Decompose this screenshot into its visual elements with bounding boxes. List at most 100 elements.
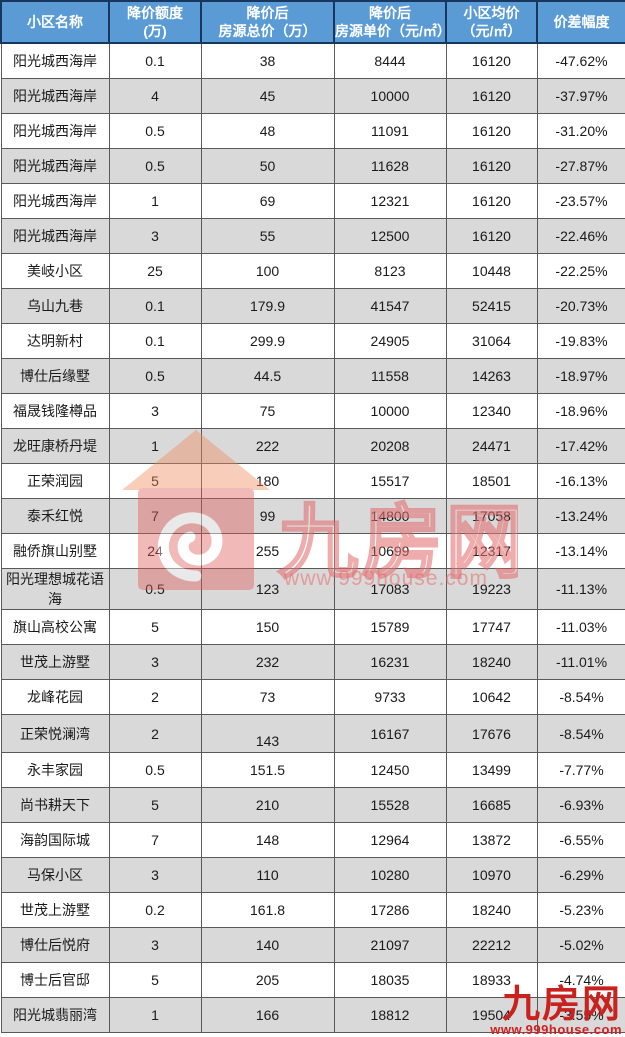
total-price-cell: 45 (200, 78, 335, 114)
price-gap-cell: -6.93% (536, 787, 625, 823)
price-gap-cell: -3.55% (536, 997, 625, 1033)
community-name-cell: 美岐小区 (0, 253, 110, 289)
avg-price-cell: 22212 (445, 927, 538, 963)
reduction-amount-cell: 3 (108, 644, 202, 680)
table-row: 阳光城翡丽湾 1 166 18812 19504 -3.55% (0, 997, 625, 1033)
community-name-cell: 旗山高校公寓 (0, 609, 110, 645)
total-price-cell: 69 (200, 183, 335, 219)
total-price-cell: 232 (200, 644, 335, 680)
reduction-amount-cell: 1 (108, 183, 202, 219)
avg-price-cell: 31064 (445, 323, 538, 359)
community-name-cell: 马保小区 (0, 857, 110, 893)
community-name-cell: 博仕后缘墅 (0, 358, 110, 394)
unit-price-cell: 12450 (333, 752, 447, 788)
total-price-cell: 44.5 (200, 358, 335, 394)
avg-price-cell: 17676 (445, 714, 538, 753)
avg-price-cell: 13499 (445, 752, 538, 788)
price-gap-cell: -8.54% (536, 714, 625, 753)
reduction-amount-cell: 0.2 (108, 892, 202, 928)
price-gap-cell: -19.83% (536, 323, 625, 359)
table-row: 正荣润园 5 180 15517 18501 -16.13% (0, 463, 625, 499)
total-price-cell: 255 (200, 533, 335, 569)
unit-price-cell: 11091 (333, 113, 447, 149)
avg-price-cell: 18240 (445, 892, 538, 928)
avg-price-cell: 10970 (445, 857, 538, 893)
reduction-amount-cell: 5 (108, 962, 202, 998)
total-price-cell: 123 (200, 568, 335, 610)
reduction-amount-cell: 0.5 (108, 752, 202, 788)
price-gap-cell: -5.02% (536, 927, 625, 963)
community-name-cell: 阳光城西海岸 (0, 78, 110, 114)
reduction-amount-cell: 1 (108, 997, 202, 1033)
price-gap-cell: -22.46% (536, 218, 625, 254)
table-row: 世茂上游墅 0.2 161.8 17286 18240 -5.23% (0, 892, 625, 928)
total-price-cell: 150 (200, 609, 335, 645)
reduction-amount-cell: 3 (108, 857, 202, 893)
reduction-amount-cell: 25 (108, 253, 202, 289)
price-gap-cell: -6.29% (536, 857, 625, 893)
community-name-cell: 福晟钱隆樽品 (0, 393, 110, 429)
table-row: 海韵国际城 7 148 12964 13872 -6.55% (0, 822, 625, 858)
community-name-cell: 正荣润园 (0, 463, 110, 499)
total-price-cell: 99 (200, 498, 335, 534)
avg-price-cell: 16120 (445, 42, 538, 79)
unit-price-cell: 10000 (333, 78, 447, 114)
total-price-cell: 50 (200, 148, 335, 184)
reduction-amount-cell: 0.1 (108, 288, 202, 324)
table-row: 融侨旗山别墅 24 255 10699 12317 -13.14% (0, 533, 625, 569)
table-row: 阳光城西海岸 1 69 12321 16120 -23.57% (0, 183, 625, 219)
unit-price-cell: 11628 (333, 148, 447, 184)
table-row: 博仕后悦府 3 140 21097 22212 -5.02% (0, 927, 625, 963)
table-row: 旗山高校公寓 5 150 15789 17747 -11.03% (0, 609, 625, 645)
community-name-cell: 阳光城西海岸 (0, 148, 110, 184)
total-price-cell: 143 (200, 714, 335, 753)
total-price-cell: 48 (200, 113, 335, 149)
reduction-amount-cell: 3 (108, 393, 202, 429)
table-row: 阳光城西海岸 0.1 38 8444 16120 -47.62% (0, 42, 625, 79)
price-gap-cell: -13.14% (536, 533, 625, 569)
reduction-amount-cell: 0.5 (108, 148, 202, 184)
total-price-cell: 73 (200, 679, 335, 715)
avg-price-cell: 10642 (445, 679, 538, 715)
avg-price-cell: 24471 (445, 428, 538, 464)
unit-price-cell: 11558 (333, 358, 447, 394)
community-name-cell: 海韵国际城 (0, 822, 110, 858)
community-name-cell: 龙旺康桥丹堤 (0, 428, 110, 464)
table-row: 博士后官邸 5 205 18035 18933 -4.74% (0, 962, 625, 998)
col-header-price-gap: 价差幅度 (536, 0, 625, 44)
total-price-cell: 161.8 (200, 892, 335, 928)
unit-price-cell: 15789 (333, 609, 447, 645)
price-gap-cell: -22.25% (536, 253, 625, 289)
unit-price-cell: 16167 (333, 714, 447, 753)
table-header: 小区名称 降价额度 (万) 降价后 房源总价（万） 降价后 房源单价（元/㎡） 小区均价 （元/… (0, 0, 625, 44)
price-gap-cell: -47.62% (536, 42, 625, 79)
unit-price-cell: 9733 (333, 679, 447, 715)
reduction-amount-cell: 0.1 (108, 323, 202, 359)
reduction-amount-cell: 5 (108, 463, 202, 499)
avg-price-cell: 19504 (445, 997, 538, 1033)
community-name-cell: 阳光城西海岸 (0, 42, 110, 79)
community-name-cell: 永丰家园 (0, 752, 110, 788)
avg-price-cell: 14263 (445, 358, 538, 394)
unit-price-cell: 12500 (333, 218, 447, 254)
table-row: 阳光理想城花语海 0.5 123 17083 19223 -11.13% (0, 568, 625, 610)
avg-price-cell: 16120 (445, 183, 538, 219)
table-row: 美岐小区 25 100 8123 10448 -22.25% (0, 253, 625, 289)
reduction-amount-cell: 1 (108, 428, 202, 464)
price-gap-cell: -6.55% (536, 822, 625, 858)
avg-price-cell: 10448 (445, 253, 538, 289)
total-price-cell: 38 (200, 42, 335, 79)
unit-price-cell: 15528 (333, 787, 447, 823)
unit-price-cell: 12321 (333, 183, 447, 219)
community-name-cell: 阳光城西海岸 (0, 183, 110, 219)
community-name-cell: 龙峰花园 (0, 679, 110, 715)
price-gap-cell: -13.24% (536, 498, 625, 534)
total-price-cell: 210 (200, 787, 335, 823)
price-gap-cell: -8.54% (536, 679, 625, 715)
community-name-cell: 阳光城西海岸 (0, 218, 110, 254)
price-gap-cell: -20.73% (536, 288, 625, 324)
unit-price-cell: 41547 (333, 288, 447, 324)
table-row: 龙旺康桥丹堤 1 222 20208 24471 -17.42% (0, 428, 625, 464)
avg-price-cell: 12340 (445, 393, 538, 429)
